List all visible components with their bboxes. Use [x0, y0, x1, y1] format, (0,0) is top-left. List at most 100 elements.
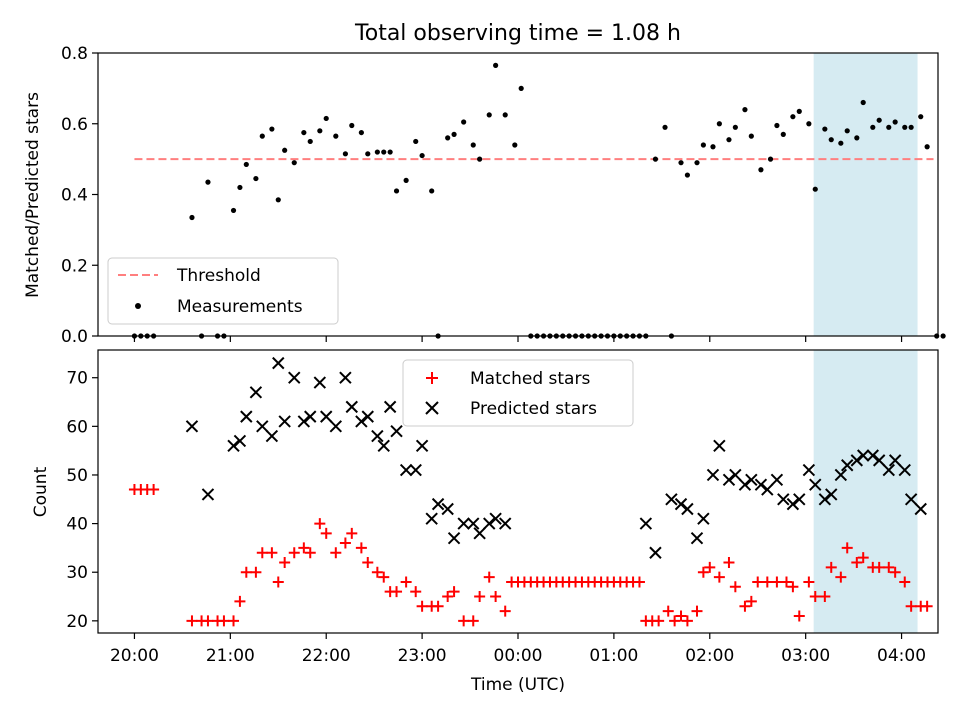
predicted-point: [329, 420, 343, 433]
top-y-tick-label: 0.6: [61, 115, 88, 135]
measurement-point: [445, 135, 451, 141]
bottom-x-tick-label: 22:00: [302, 646, 351, 666]
predicted-point: [738, 478, 752, 491]
matched-point: [739, 600, 751, 612]
predicted-point: [856, 449, 870, 462]
measurement-point: [205, 179, 211, 185]
measurement-point: [317, 128, 323, 134]
bottom-panel: 20 30 40 50 60 70 20:00 21:00 22:00 23:00 00:00 01…: [31, 349, 939, 695]
legend-threshold-label: Threshold: [176, 266, 261, 286]
matched-point: [835, 571, 847, 583]
measurement-point: [780, 131, 786, 137]
bottom-y-tick-label: 70: [66, 369, 88, 389]
top-x-ticks: [133, 336, 903, 342]
legend-matched-label: Matched stars: [470, 369, 590, 389]
legend-predicted-label: Predicted stars: [470, 399, 597, 419]
predicted-point: [786, 497, 800, 511]
matched-point: [467, 615, 479, 627]
matched-point: [186, 615, 198, 627]
matched-point: [669, 615, 681, 627]
measurement-point: [726, 137, 732, 143]
measurement-point: [237, 184, 243, 191]
predicted-point: [399, 463, 413, 477]
bottom-y-tick-label: 30: [66, 563, 88, 583]
predicted-point: [227, 439, 240, 452]
bottom-x-tick-label: 02:00: [685, 646, 734, 666]
predicted-point: [872, 454, 886, 467]
predicted-point: [722, 473, 736, 487]
bottom-x-axis: 20:00 21:00 22:00 23:00 00:00 01:00 02:00 03:00…: [110, 633, 926, 666]
top-y-tick-label: 0.2: [61, 256, 88, 276]
matched-point: [499, 605, 511, 617]
predicted-point: [313, 376, 327, 389]
measurement-point: [502, 112, 508, 118]
top-y-tick-label: 0.4: [61, 186, 88, 206]
predicted-stars-series: [185, 356, 927, 559]
measurement-point: [710, 144, 716, 150]
predicted-point: [761, 483, 774, 496]
predicted-point: [447, 531, 461, 545]
matched-point: [729, 581, 741, 593]
measurement-point: [742, 107, 748, 113]
predicted-point: [882, 463, 895, 477]
matched-point: [416, 600, 428, 612]
measurement-point: [333, 133, 339, 139]
matched-point: [633, 576, 645, 588]
top-panel: 0.00.20.40.60.8 Matched/Predicted stars …: [23, 44, 946, 347]
measurement-point: [924, 144, 930, 150]
bottom-y-tick-label: 40: [66, 515, 88, 535]
matched-point: [279, 556, 291, 568]
legend-matched-swatch: [426, 372, 438, 384]
top-highlight-span: [813, 53, 918, 336]
predicted-point: [288, 371, 301, 384]
measurement-point: [700, 142, 706, 148]
matched-point: [304, 547, 316, 559]
matched-point: [787, 581, 799, 593]
matched-point: [752, 576, 764, 588]
measurement-point: [451, 131, 457, 137]
predicted-point: [793, 493, 806, 506]
matched-point: [723, 556, 735, 568]
predicted-point: [649, 546, 662, 559]
predicted-point: [834, 468, 848, 482]
predicted-point: [499, 517, 512, 530]
matched-point: [851, 556, 863, 568]
matched-point: [442, 591, 454, 603]
matched-point: [355, 542, 367, 554]
measurement-point: [291, 160, 297, 166]
measurement-point: [732, 124, 738, 130]
predicted-point: [770, 473, 784, 487]
predicted-point: [441, 502, 454, 516]
predicted-point: [377, 439, 390, 452]
measurement-point: [393, 188, 400, 194]
matched-point: [905, 600, 917, 612]
bottom-x-tick-label: 00:00: [494, 646, 543, 666]
measurement-point: [844, 128, 850, 134]
matched-point: [218, 615, 230, 627]
bottom-y-label: Count: [31, 466, 51, 517]
predicted-point: [809, 478, 822, 491]
predicted-point: [339, 371, 352, 384]
measurement-point: [269, 126, 275, 132]
matched-point: [873, 561, 885, 573]
measurement-point: [716, 121, 722, 127]
matched-point: [921, 600, 933, 612]
measurement-point: [381, 149, 387, 155]
bottom-y-tick-label: 20: [66, 612, 88, 632]
predicted-point: [904, 493, 918, 506]
matched-point: [314, 518, 326, 530]
measurement-point: [870, 124, 876, 130]
measurement-point: [902, 124, 908, 130]
predicted-point: [256, 420, 269, 433]
predicted-point: [345, 400, 358, 414]
predicted-point: [265, 429, 279, 443]
predicted-point: [272, 356, 285, 370]
top-legend-box: [107, 257, 339, 325]
matched-point: [899, 576, 911, 588]
matched-point: [288, 547, 300, 559]
predicted-point: [425, 512, 438, 525]
measurement-point: [940, 333, 946, 339]
matched-point: [803, 576, 815, 588]
predicted-point: [754, 478, 768, 491]
matched-point: [298, 542, 310, 554]
